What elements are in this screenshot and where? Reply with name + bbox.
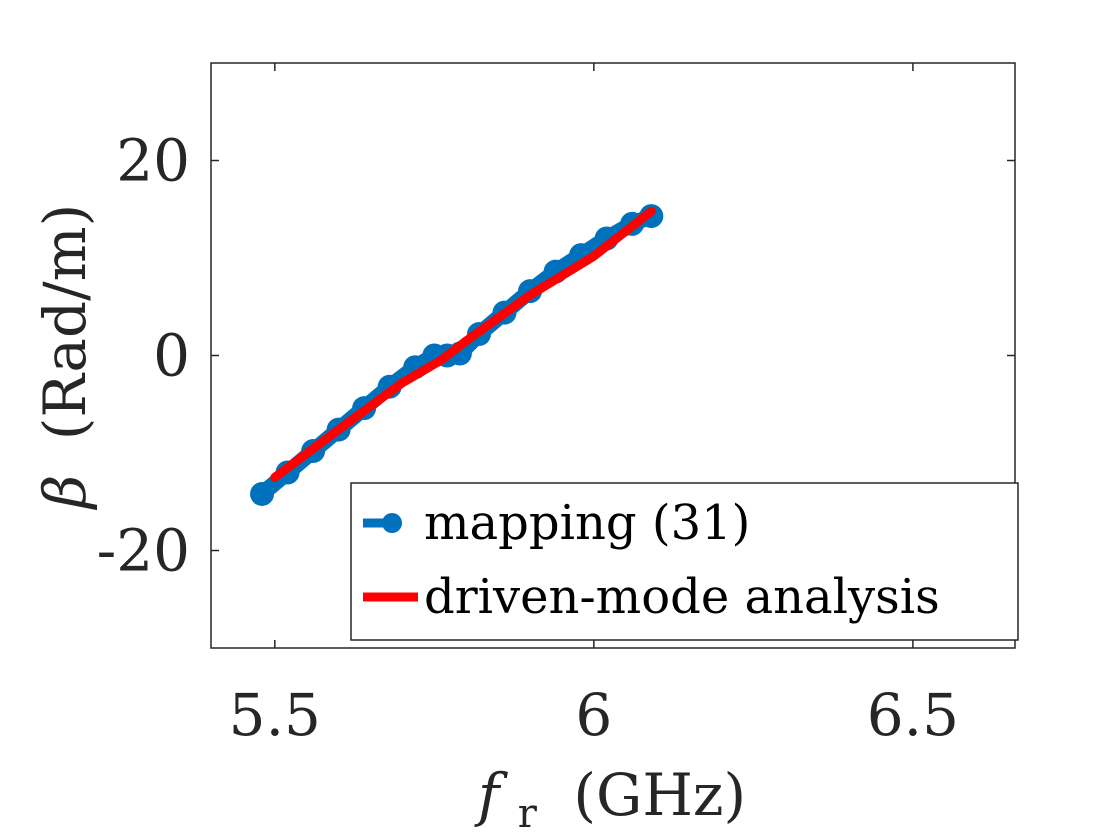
svg-text:β (Rad/m): β (Rad/m) (31, 204, 99, 510)
legend-box (350, 482, 1019, 641)
driven-mode-series-line (270, 206, 656, 482)
y-axis-unit: (Rad/m) (31, 204, 99, 441)
y-axis-symbol: β (31, 475, 99, 511)
y-tick-label: -20 (97, 517, 190, 585)
x-axis-unit: (GHz) (573, 761, 746, 829)
legend: mapping (31) driven-mode analysis (350, 482, 1019, 641)
y-tick-label: 0 (153, 322, 190, 390)
y-tick-label: 20 (116, 127, 190, 195)
legend-driven-label: driven-mode analysis (424, 569, 940, 625)
legend-mapping-marker (382, 513, 402, 533)
x-tick-label: 5.5 (229, 681, 321, 749)
x-axis-label: f r (GHz) (474, 761, 746, 840)
x-axis-subscript: r (518, 791, 538, 837)
axis-ticks: 5.5 6 6.5 20 0 -20 (97, 63, 1015, 749)
legend-mapping-label: mapping (31) (424, 495, 750, 551)
x-tick-label: 6 (575, 681, 612, 749)
mapping-data-point (250, 481, 275, 506)
y-axis-label: β (Rad/m) (31, 204, 99, 510)
series-layer (250, 204, 664, 506)
x-axis-symbol: f (474, 761, 509, 829)
x-tick-label: 6.5 (867, 681, 959, 749)
